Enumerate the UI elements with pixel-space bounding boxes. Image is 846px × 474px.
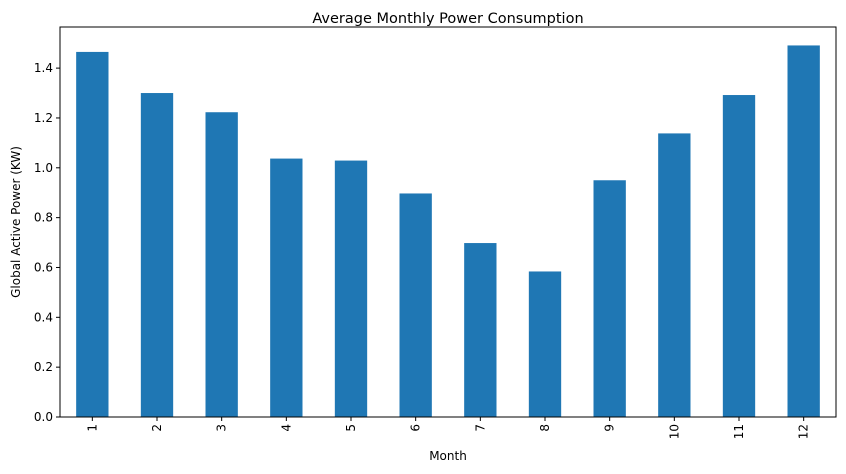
bar-month-10 bbox=[658, 133, 691, 418]
bar-month-7 bbox=[464, 243, 497, 417]
y-tick-label: 1.4 bbox=[34, 61, 53, 75]
x-tick-label: 3 bbox=[215, 424, 229, 432]
y-tick-label: 0.8 bbox=[34, 211, 53, 225]
bar-month-6 bbox=[399, 193, 432, 417]
x-tick-label: 7 bbox=[473, 424, 487, 432]
y-tick-label: 1.2 bbox=[34, 111, 53, 125]
bar-month-9 bbox=[593, 180, 626, 417]
bar-month-4 bbox=[270, 158, 303, 417]
y-tick-label: 0.2 bbox=[34, 360, 53, 374]
y-tick-label: 1.0 bbox=[34, 161, 53, 175]
x-tick-label: 5 bbox=[344, 424, 358, 432]
y-tick-label: 0.4 bbox=[34, 310, 53, 324]
chart-title: Average Monthly Power Consumption bbox=[312, 11, 583, 27]
bar-month-12 bbox=[787, 45, 820, 418]
y-axis-label: Global Active Power (KW) bbox=[9, 146, 23, 298]
x-tick-label: 1 bbox=[85, 424, 99, 432]
plot-frame bbox=[59, 26, 837, 418]
x-tick-label: 12 bbox=[797, 424, 811, 439]
bar-month-3 bbox=[205, 112, 238, 417]
bar-month-1 bbox=[76, 51, 109, 417]
bar-month-8 bbox=[528, 271, 562, 417]
x-tick-label: 11 bbox=[732, 424, 746, 439]
bar-month-5 bbox=[334, 160, 368, 417]
x-axis-label: Month bbox=[429, 449, 467, 463]
bar-month-11 bbox=[722, 95, 756, 417]
x-tick-label: 4 bbox=[279, 424, 293, 432]
y-tick-label: 0.0 bbox=[34, 410, 53, 424]
x-tick-label: 8 bbox=[538, 424, 552, 432]
x-tick-label: 9 bbox=[603, 424, 617, 432]
bar-month-2 bbox=[140, 93, 174, 418]
x-tick-label: 10 bbox=[667, 424, 681, 439]
x-tick-label: 6 bbox=[409, 424, 423, 432]
y-tick-label: 0.6 bbox=[34, 260, 53, 274]
x-tick-label: 2 bbox=[150, 424, 164, 432]
